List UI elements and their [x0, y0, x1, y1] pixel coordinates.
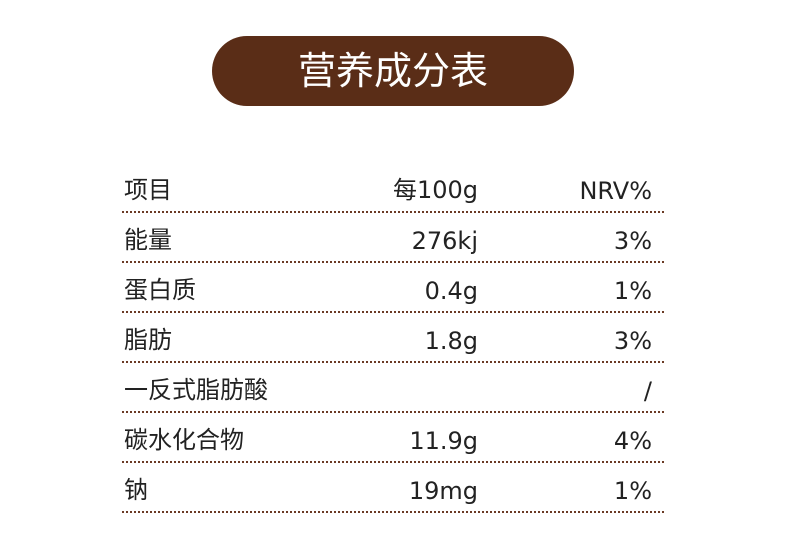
table-row: 碳水化合物 11.9g 4%: [122, 413, 664, 463]
cell: 3%: [613, 227, 652, 255]
cell: /: [643, 377, 652, 405]
table-row: 脂肪 1.8g 3%: [122, 313, 664, 363]
cell: 276kj: [411, 227, 478, 255]
cell: 19mg: [408, 477, 478, 505]
title: 营养成分表: [212, 36, 574, 106]
cell: 1%: [613, 277, 652, 305]
nutrition-table: 项目 每100g NRV% 能量 276kj 3% 蛋白质 0.4g 1% 脂肪 1.8g 3% 一反式…: [122, 163, 664, 513]
cell: 一反式脂肪酸: [124, 376, 268, 404]
cell: 每100g: [392, 176, 478, 204]
cell: 4%: [613, 427, 652, 455]
cell: 碳水化合物: [124, 426, 244, 454]
cell: 能量: [124, 226, 172, 254]
cell: 钠: [124, 476, 148, 504]
cell: 0.4g: [424, 277, 478, 305]
cell: 脂肪: [124, 326, 172, 354]
header-row: 项目 每100g NRV%: [122, 163, 664, 213]
cell: NRV%: [579, 177, 652, 205]
cell: 1.8g: [424, 327, 478, 355]
table-row: 蛋白质 0.4g 1%: [122, 263, 664, 313]
cell: 1%: [613, 477, 652, 505]
cell: 项目: [124, 176, 172, 204]
cell: 蛋白质: [124, 276, 196, 304]
table-row: 钠 19mg 1%: [122, 463, 664, 513]
table-row: 能量 276kj 3%: [122, 213, 664, 263]
cell: 11.9g: [409, 427, 478, 455]
table-row: 一反式脂肪酸 /: [122, 363, 664, 413]
cell: 3%: [613, 327, 652, 355]
